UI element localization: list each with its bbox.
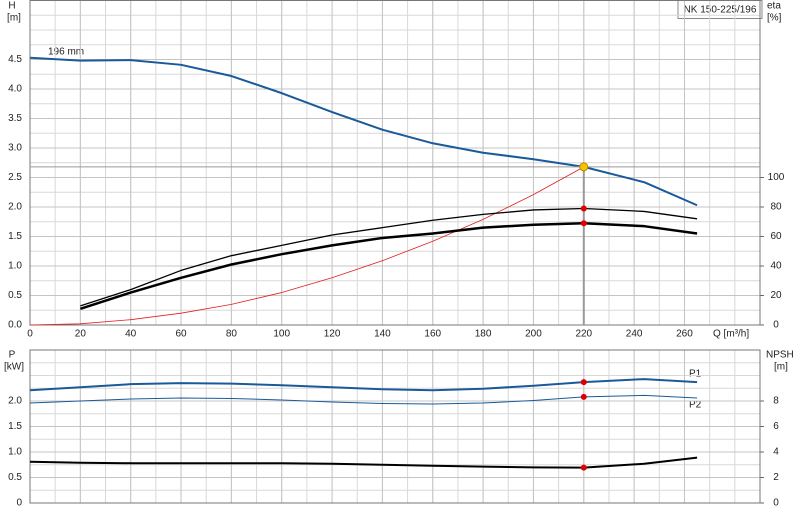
y-tick-label: 0.5 — [8, 290, 22, 301]
series-line — [29, 56, 698, 207]
y-tick-label: 4.5 — [8, 54, 22, 65]
y2-axis-unit: [m] — [774, 362, 788, 373]
duty-marker — [580, 464, 587, 471]
y-axis-label: H — [8, 1, 15, 12]
legend-label: P2 — [689, 400, 702, 411]
x-tick-label: 240 — [626, 329, 643, 340]
y-axis-unit: [m] — [7, 13, 21, 24]
y-tick-label: 3.5 — [8, 113, 22, 124]
x-tick-label: 220 — [575, 329, 592, 340]
y-tick-label: 2.5 — [8, 172, 22, 183]
x-tick-label: 20 — [75, 329, 87, 340]
x-tick-label: 40 — [125, 329, 137, 340]
y2-tick-label: 4 — [773, 447, 779, 458]
plot-frame — [29, 0, 761, 326]
y2-axis-label: NPSH — [766, 350, 794, 361]
x-tick-label: 260 — [676, 329, 693, 340]
x-tick-label: 120 — [324, 329, 341, 340]
y-tick-label: 1.5 — [8, 421, 22, 432]
y-tick-label: 0.5 — [8, 472, 22, 483]
y-axis-label: P — [9, 350, 16, 361]
duty-marker — [580, 379, 587, 386]
x-tick-label: 200 — [525, 329, 542, 340]
y-tick-label: 1.0 — [8, 261, 22, 272]
y-tick-label: 2.0 — [8, 202, 22, 213]
series-line — [29, 166, 584, 326]
series-line — [29, 378, 698, 392]
y-tick-label: 1.5 — [8, 231, 22, 242]
y2-axis-unit: [%] — [767, 13, 782, 24]
x-tick-label: 0 — [27, 329, 33, 340]
y2-tick-label: 8 — [773, 396, 779, 407]
y-tick-label: 4.0 — [8, 84, 22, 95]
y-axis-unit: [kW] — [4, 362, 24, 373]
y2-tick-label: 100 — [768, 172, 785, 183]
x-tick-label: 100 — [273, 329, 290, 340]
plot-frame — [29, 349, 761, 504]
series-line — [29, 394, 698, 405]
y2-tick-label: 6 — [773, 421, 779, 432]
x-tick-label: 80 — [226, 329, 238, 340]
y2-tick-label: 80 — [770, 202, 782, 213]
legend-label: P1 — [689, 369, 702, 380]
x-tick-label: 160 — [424, 329, 441, 340]
y-tick-label: 2.0 — [8, 396, 22, 407]
chart-title: NK 150-225/196 — [684, 5, 757, 16]
y2-axis-label: eta — [767, 1, 781, 12]
y-tick-label: 0.0 — [8, 320, 22, 331]
y2-tick-label: 2 — [773, 472, 779, 483]
duty-marker — [580, 393, 587, 400]
y-tick-label: 0 — [16, 498, 22, 509]
x-axis-label: Q [m³/h] — [713, 329, 749, 340]
y2-tick-label: 40 — [770, 261, 782, 272]
y-tick-label: 1.0 — [8, 447, 22, 458]
y2-tick-label: 0 — [773, 320, 779, 331]
operating-point — [579, 162, 589, 172]
x-tick-label: 60 — [175, 329, 187, 340]
y2-tick-label: 60 — [770, 231, 782, 242]
series-line — [29, 456, 698, 469]
y2-tick-label: 0 — [773, 498, 779, 509]
y2-tick-label: 20 — [770, 290, 782, 301]
curve-label: 196 mm — [48, 47, 84, 58]
x-tick-label: 180 — [475, 329, 492, 340]
duty-marker — [580, 220, 587, 227]
x-tick-label: 140 — [374, 329, 391, 340]
duty-marker — [580, 205, 587, 212]
y-tick-label: 3.0 — [8, 143, 22, 154]
